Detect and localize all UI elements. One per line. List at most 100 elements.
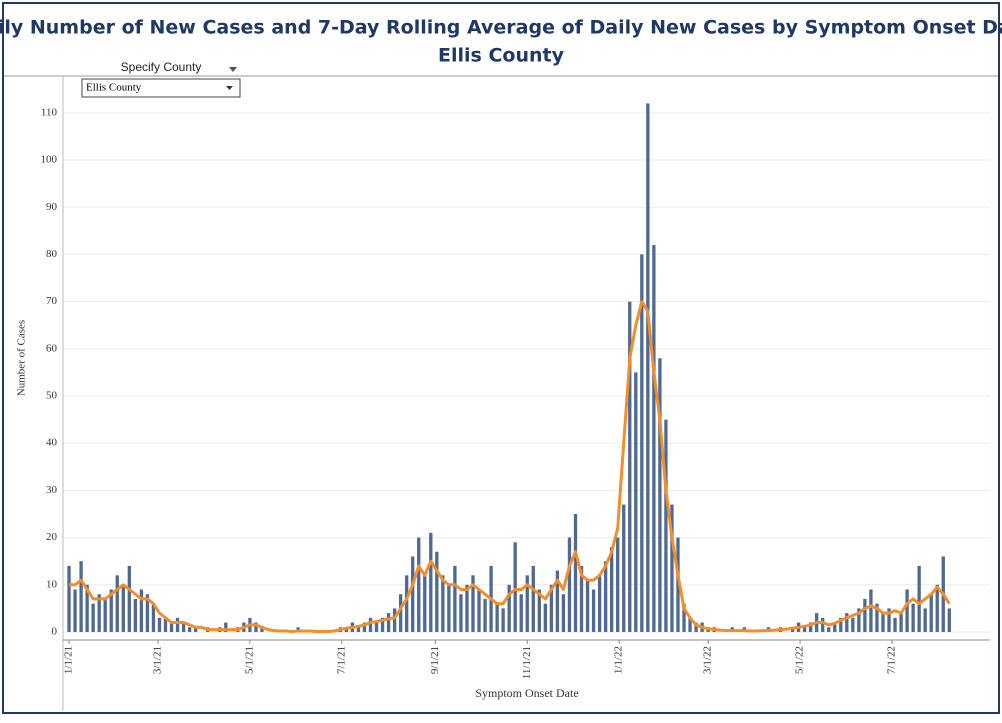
bar	[103, 598, 107, 632]
bar	[603, 561, 608, 632]
bar	[157, 617, 162, 632]
y-tick-label: 40	[46, 437, 58, 449]
bar	[127, 565, 131, 632]
bar	[507, 584, 511, 632]
y-tick-label: 90	[46, 201, 58, 213]
y-tick-label: 10	[46, 578, 58, 590]
rolling-average-line	[69, 300, 951, 633]
bar	[694, 622, 698, 632]
bar	[441, 575, 445, 632]
bar	[610, 547, 614, 632]
bar	[646, 103, 650, 632]
bar	[893, 617, 897, 632]
bar	[362, 622, 367, 632]
bar	[923, 608, 927, 632]
bar	[573, 513, 578, 632]
bar	[676, 537, 680, 632]
bar	[139, 589, 144, 632]
x-tick-label: 7/1/22	[886, 646, 898, 674]
select-box[interactable]	[81, 78, 241, 98]
bar	[531, 565, 535, 632]
bar	[664, 419, 668, 632]
bar	[109, 589, 113, 632]
bar	[398, 594, 403, 632]
bar	[513, 542, 517, 632]
bar	[640, 254, 644, 632]
bar	[682, 603, 686, 632]
bar	[79, 561, 83, 632]
bar	[465, 584, 469, 632]
bar	[628, 301, 632, 632]
bar	[857, 608, 861, 632]
x-tick-label: 3/1/22	[702, 646, 714, 674]
bar	[91, 603, 95, 632]
bar	[905, 589, 909, 632]
bar	[151, 603, 156, 632]
bar	[634, 372, 638, 632]
bar	[543, 603, 547, 632]
bar	[471, 575, 475, 632]
bar	[863, 598, 867, 632]
bar	[808, 622, 813, 632]
bar	[537, 589, 541, 632]
x-tick-label: 3/1/21	[151, 646, 163, 674]
bar	[417, 537, 421, 632]
filter-label: Specify County	[121, 60, 202, 74]
bar	[477, 589, 481, 632]
filter-menu-icon[interactable]	[229, 67, 237, 72]
bar	[405, 575, 409, 632]
bar	[73, 589, 77, 632]
bar	[163, 617, 168, 632]
bar	[145, 594, 150, 632]
select-value[interactable]: Ellis County	[86, 82, 142, 94]
select-arrow[interactable]	[226, 86, 233, 90]
bar	[368, 617, 373, 632]
bar	[549, 584, 554, 632]
y-tick-label: 50	[46, 390, 58, 402]
x-tick-label: 9/1/21	[429, 646, 441, 674]
x-tick-label: 11/1/21	[521, 646, 533, 679]
bar	[386, 613, 391, 632]
y-tick-label: 80	[46, 248, 58, 260]
bar	[839, 617, 843, 632]
x-tick-label: 7/1/21	[335, 646, 347, 674]
chart-title: Daily Number of New Cases and 7-Day Roll…	[0, 17, 1002, 39]
bar	[670, 504, 674, 632]
bar	[869, 589, 873, 632]
bar	[181, 622, 186, 632]
bar	[899, 613, 903, 632]
bar	[67, 565, 71, 632]
bar	[501, 608, 505, 632]
bar	[802, 627, 807, 632]
bar	[423, 575, 427, 632]
plot-area: 0 10 20 30 40 50 60 70 80 90 100 110 1/1/21 3/1/21 5/1…	[41, 77, 990, 711]
bar	[175, 617, 180, 632]
bar	[881, 613, 885, 632]
y-tick-label: 70	[46, 295, 58, 307]
bar	[911, 603, 915, 632]
bar	[875, 603, 879, 632]
county-select[interactable]: Ellis County	[81, 78, 241, 98]
y-tick-label: 60	[46, 342, 58, 354]
bar	[688, 617, 692, 632]
x-tick-label: 5/1/22	[794, 646, 806, 674]
bar	[597, 575, 602, 632]
bar	[483, 598, 487, 632]
y-tick-label: 20	[46, 531, 58, 543]
bar	[652, 245, 656, 632]
bar	[555, 570, 560, 632]
y-tick-label: 100	[41, 154, 58, 166]
x-tick-label: 5/1/21	[243, 646, 255, 674]
bar	[935, 584, 939, 632]
bar	[658, 358, 662, 632]
x-axis-label: Symptom Onset Date	[475, 686, 578, 700]
bar	[224, 622, 228, 632]
bar	[435, 551, 439, 632]
chart-subtitle: Ellis County	[438, 45, 565, 67]
bar	[392, 608, 397, 632]
bar	[133, 598, 138, 632]
bar	[579, 565, 584, 632]
bar	[97, 594, 101, 632]
